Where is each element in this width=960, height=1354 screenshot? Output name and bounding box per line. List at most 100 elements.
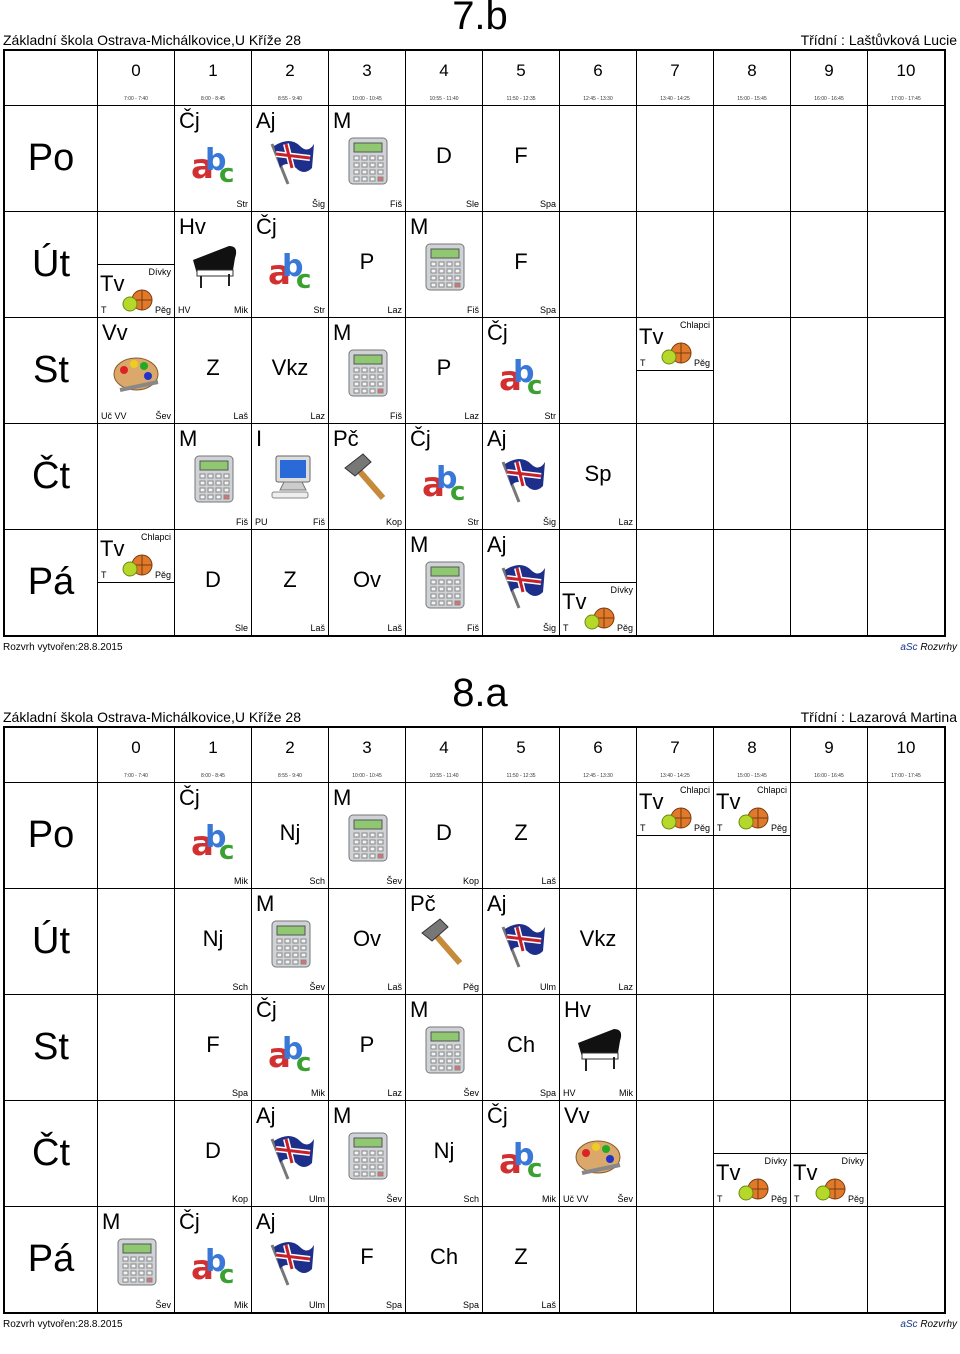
lesson-cell[interactable]: D Kop (405, 782, 483, 889)
lesson-cell[interactable]: F Spa (482, 211, 560, 318)
lesson-cell[interactable]: D Kop (174, 1100, 252, 1207)
lesson-cell[interactable]: Ch Spa (405, 1206, 483, 1314)
lesson-cell[interactable]: Z Laš (174, 317, 252, 424)
period-header: 2 8:55 - 9:40 (251, 726, 329, 783)
subject: D (205, 1138, 221, 1163)
lesson-cell[interactable]: M Šev (328, 1100, 406, 1207)
subject: M (410, 214, 429, 239)
svg-text:b: b (513, 355, 534, 390)
lesson-cell[interactable]: Aj Šig (251, 105, 329, 212)
period-time: 17:00 - 17:45 (891, 773, 921, 779)
lesson-cell[interactable]: M Fiš (328, 105, 406, 212)
lesson-cell[interactable]: M Fiš (174, 423, 252, 530)
lesson-cell[interactable]: P Laz (405, 317, 483, 424)
pe-group-lesson[interactable]: Tv Chlapci T Pěg (98, 530, 174, 583)
calc-icon (420, 240, 470, 292)
lesson-cell[interactable]: Aj Ulm (482, 888, 560, 995)
brand-rozvrhy: Rozvrhy (917, 1319, 957, 1330)
lesson-cell[interactable]: Z Laš (251, 529, 329, 637)
lesson-cell[interactable]: P Laz (328, 994, 406, 1101)
lesson-cell (867, 211, 946, 318)
lesson-cell[interactable]: Čj a b c Mik (174, 1206, 252, 1314)
pe-group-lesson[interactable]: Tv Dívky T Pěg (714, 1153, 790, 1206)
pe-group-lesson[interactable]: Tv Dívky T Pěg (560, 582, 636, 635)
lesson-cell[interactable]: M Šev (97, 1206, 175, 1314)
lesson-cell[interactable]: M Šev (328, 782, 406, 889)
lesson-cell[interactable]: Vv Uč VV Šev (559, 1100, 637, 1207)
lesson-cell[interactable]: Aj Šig (482, 529, 560, 637)
lesson-cell (97, 994, 175, 1101)
subject: Čj (487, 320, 508, 345)
schedule-grid: 0 7:00 - 7:40 1 8:00 - 8:45 2 8:55 - 9:40 3 10:… (3, 49, 946, 637)
lesson-cell[interactable]: Čj a b c Mik (482, 1100, 560, 1207)
lesson-cell[interactable]: Aj Ulm (251, 1206, 329, 1314)
subject: F (514, 143, 528, 168)
pe-group-lesson[interactable]: Tv Chlapci T Pěg (637, 784, 713, 836)
lesson-cell[interactable]: M Šev (251, 888, 329, 995)
lesson-cell[interactable]: Čj a b c Str (482, 317, 560, 424)
teacher: Spa (539, 1088, 556, 1098)
room: T (717, 1194, 723, 1204)
lesson-cell[interactable]: D Sle (405, 105, 483, 212)
lesson-cell[interactable]: Nj Sch (174, 888, 252, 995)
lesson-cell[interactable]: D Sle (174, 529, 252, 637)
teacher: Laz (310, 411, 325, 421)
lesson-cell[interactable]: Čj a b c Str (174, 105, 252, 212)
teacher: Pěg (770, 1194, 787, 1204)
pe-group-lesson[interactable]: Tv Chlapci T Pěg (714, 784, 790, 836)
lesson-cell[interactable]: F Spa (482, 105, 560, 212)
lesson-cell[interactable]: Aj Ulm (251, 1100, 329, 1207)
lesson-cell[interactable]: Ov Laš (328, 529, 406, 637)
lesson-cell[interactable]: Hv HV Mik (559, 994, 637, 1101)
teacher: Šev (155, 411, 171, 421)
room: HV (563, 1088, 576, 1098)
lesson-cell[interactable]: M Fiš (328, 317, 406, 424)
svg-text:c: c (527, 371, 542, 398)
day-label: Pá (3, 1206, 98, 1314)
lesson-cell[interactable]: Čj a b c Mik (251, 994, 329, 1101)
lesson-cell[interactable]: Aj Šig (482, 423, 560, 530)
group-name: Chlapci (756, 785, 787, 795)
lesson-cell[interactable]: Čj a b c Str (251, 211, 329, 318)
teacher: Laz (387, 1088, 402, 1098)
room: T (717, 823, 723, 833)
subject: M (410, 997, 429, 1022)
class-teacher: Třídní : Lazarová Martina (800, 709, 957, 725)
pe-group-lesson[interactable]: Tv Chlapci T Pěg (637, 319, 713, 371)
lesson-cell[interactable]: F Spa (174, 994, 252, 1101)
lesson-cell[interactable]: Čj a b c Str (405, 423, 483, 530)
lesson-cell (97, 1100, 175, 1207)
lesson-cell[interactable]: Sp Laz (559, 423, 637, 530)
subject: Sp (584, 461, 612, 486)
lesson-cell[interactable]: Vv Uč VV Šev (97, 317, 175, 424)
lesson-cell[interactable]: Vkz Laz (251, 317, 329, 424)
lesson-cell[interactable]: Ch Spa (482, 994, 560, 1101)
lesson-cell[interactable]: Nj Sch (251, 782, 329, 889)
pe-group-lesson[interactable]: Tv Dívky T Pěg (98, 264, 174, 317)
subject: Čj (256, 997, 277, 1022)
lesson-cell[interactable]: Ov Laš (328, 888, 406, 995)
lesson-cell[interactable]: Pč Kop (328, 423, 406, 530)
lesson-cell[interactable]: M Fiš (405, 529, 483, 637)
lesson-cell[interactable]: Z Laš (482, 782, 560, 889)
lesson-cell[interactable]: M Fiš (405, 211, 483, 318)
lesson-cell[interactable]: Z Laš (482, 1206, 560, 1314)
day-label: Po (3, 782, 98, 889)
pe-group-lesson[interactable]: Tv Dívky T Pěg (791, 1153, 867, 1206)
lesson-cell[interactable]: Vkz Laz (559, 888, 637, 995)
subject: Aj (256, 1103, 276, 1128)
lesson-cell[interactable]: F Spa (328, 1206, 406, 1314)
lesson-cell[interactable]: Nj Sch (405, 1100, 483, 1207)
pc-icon (266, 452, 316, 504)
lesson-cell (790, 1206, 868, 1314)
teacher: Sch (309, 876, 325, 886)
lesson-cell[interactable]: P Laz (328, 211, 406, 318)
lesson-cell[interactable]: Čj a b c Mik (174, 782, 252, 889)
lesson-cell[interactable]: Pč Pěg (405, 888, 483, 995)
period-number: 3 (362, 738, 372, 757)
lesson-cell[interactable]: M Šev (405, 994, 483, 1101)
teacher: Spa (385, 1300, 402, 1310)
lesson-cell[interactable]: Hv HV Mik (174, 211, 252, 318)
lesson-cell (97, 782, 175, 889)
lesson-cell[interactable]: I PU Fiš (251, 423, 329, 530)
